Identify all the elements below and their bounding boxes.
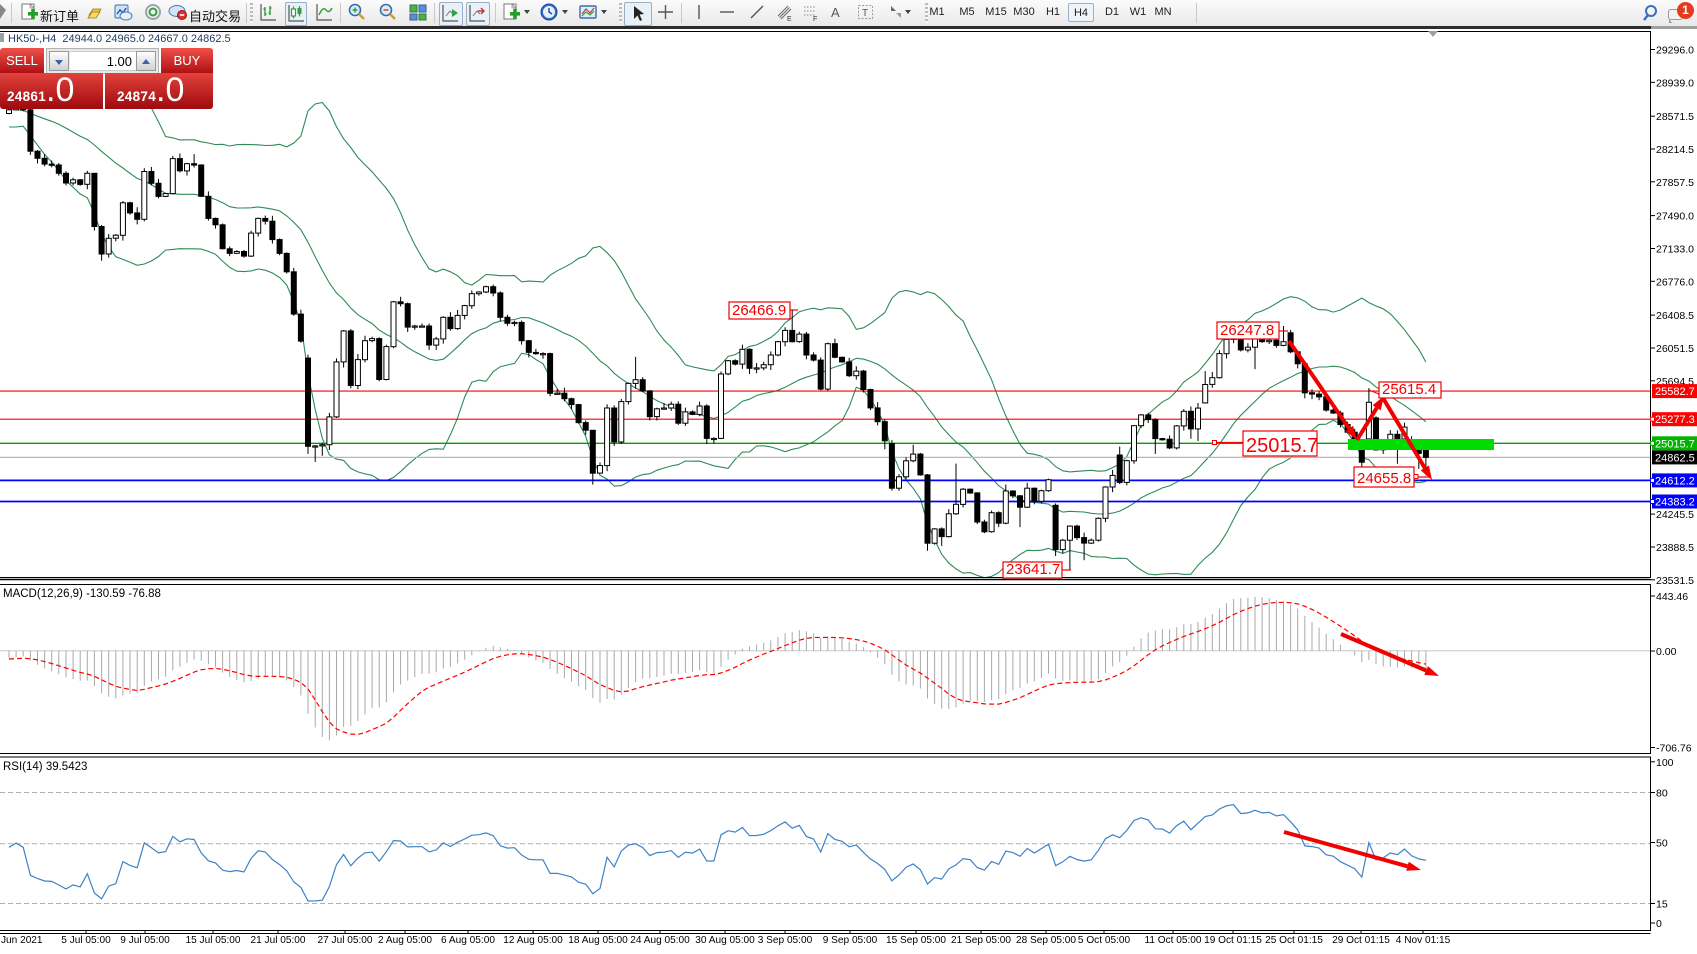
svg-text:25015.7: 25015.7 (1246, 435, 1318, 457)
svg-text:F: F (813, 16, 817, 23)
svg-text:19 Oct 01:15: 19 Oct 01:15 (1204, 935, 1262, 946)
svg-text:24383.2: 24383.2 (1655, 497, 1695, 509)
svg-text:26776.0: 26776.0 (1656, 276, 1694, 288)
svg-text:MACD(12,26,9) -130.59 -76.88: MACD(12,26,9) -130.59 -76.88 (3, 588, 161, 600)
svg-text:3 Sep 05:00: 3 Sep 05:00 (758, 935, 813, 946)
svg-text:28 Sep 05:00: 28 Sep 05:00 (1016, 935, 1076, 946)
svg-text:443.46: 443.46 (1656, 591, 1688, 603)
svg-text:15 Jul 05:00: 15 Jul 05:00 (186, 935, 241, 946)
svg-text:5 Oct 05:00: 5 Oct 05:00 (1078, 935, 1131, 946)
svg-text:25277.3: 25277.3 (1655, 414, 1695, 426)
svg-text:24862.5: 24862.5 (1655, 452, 1695, 464)
svg-text:0: 0 (1656, 918, 1662, 930)
svg-text:23641.7: 23641.7 (1006, 561, 1060, 578)
svg-text:26408.5: 26408.5 (1656, 310, 1694, 322)
svg-text:9 Jul 05:00: 9 Jul 05:00 (120, 935, 170, 946)
svg-text:12 Aug 05:00: 12 Aug 05:00 (503, 935, 563, 946)
svg-text:100: 100 (1656, 757, 1674, 769)
svg-text:0.00: 0.00 (1656, 646, 1677, 658)
svg-text:30 Aug 05:00: 30 Aug 05:00 (695, 935, 755, 946)
svg-text:50: 50 (1656, 838, 1668, 850)
svg-text:29 Oct 01:15: 29 Oct 01:15 (1332, 935, 1390, 946)
svg-text:29296.0: 29296.0 (1656, 45, 1694, 57)
svg-text:26051.5: 26051.5 (1656, 343, 1694, 355)
svg-text:27 Jul 05:00: 27 Jul 05:00 (318, 935, 373, 946)
svg-text:21 Jul 05:00: 21 Jul 05:00 (251, 935, 306, 946)
svg-text:25582.7: 25582.7 (1655, 386, 1695, 398)
svg-text:24 Aug 05:00: 24 Aug 05:00 (630, 935, 690, 946)
svg-text:24655.8: 24655.8 (1357, 470, 1411, 487)
svg-text:21 Sep 05:00: 21 Sep 05:00 (951, 935, 1011, 946)
svg-text:T: T (862, 8, 868, 19)
svg-text:25 Oct 01:15: 25 Oct 01:15 (1265, 935, 1323, 946)
svg-text:Jun 2021: Jun 2021 (1, 935, 43, 946)
svg-text:6 Aug 05:00: 6 Aug 05:00 (441, 935, 495, 946)
svg-text:RSI(14) 39.5423: RSI(14) 39.5423 (3, 761, 87, 773)
svg-text:4 Nov 01:15: 4 Nov 01:15 (1396, 935, 1451, 946)
svg-text:9 Sep 05:00: 9 Sep 05:00 (823, 935, 878, 946)
svg-text:26466.9: 26466.9 (732, 302, 786, 319)
svg-text:15 Sep 05:00: 15 Sep 05:00 (886, 935, 946, 946)
svg-text:26247.8: 26247.8 (1220, 322, 1274, 339)
svg-text:24245.5: 24245.5 (1656, 509, 1694, 521)
svg-text:-706.76: -706.76 (1656, 743, 1692, 755)
svg-text:28571.5: 28571.5 (1656, 111, 1694, 123)
svg-text:15: 15 (1656, 899, 1668, 911)
svg-text:25615.4: 25615.4 (1382, 381, 1436, 398)
svg-text:23888.5: 23888.5 (1656, 542, 1694, 554)
svg-text:28939.0: 28939.0 (1656, 77, 1694, 89)
svg-text:5 Jul 05:00: 5 Jul 05:00 (61, 935, 111, 946)
svg-text:27490.0: 27490.0 (1656, 211, 1694, 223)
svg-text:25015.7: 25015.7 (1655, 438, 1695, 450)
svg-text:27133.0: 27133.0 (1656, 244, 1694, 256)
svg-text:27857.5: 27857.5 (1656, 177, 1694, 189)
svg-text:11 Oct 05:00: 11 Oct 05:00 (1144, 935, 1201, 946)
svg-text:24612.2: 24612.2 (1655, 475, 1695, 487)
svg-text:80: 80 (1656, 788, 1668, 800)
svg-text:23531.5: 23531.5 (1656, 575, 1694, 587)
svg-text:2 Aug 05:00: 2 Aug 05:00 (378, 935, 432, 946)
svg-text:E: E (787, 16, 792, 23)
svg-text:18 Aug 05:00: 18 Aug 05:00 (568, 935, 628, 946)
svg-text:28214.5: 28214.5 (1656, 144, 1694, 156)
